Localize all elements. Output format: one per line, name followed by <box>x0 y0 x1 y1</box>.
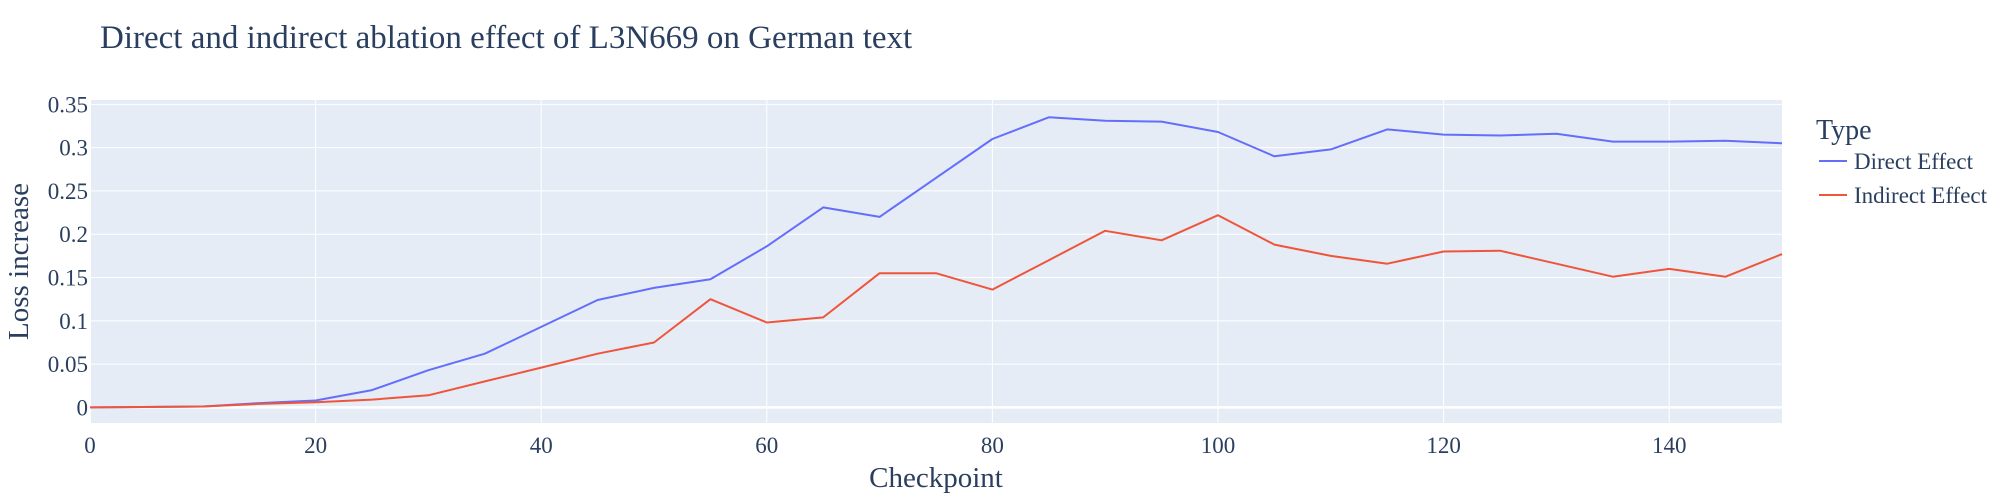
y-tick-label: 0.2 <box>59 222 88 247</box>
x-tick-label: 80 <box>981 433 1004 458</box>
y-axis-title: Loss increase <box>3 183 35 340</box>
x-tick-label: 140 <box>1652 433 1687 458</box>
grid-lines <box>89 100 1782 423</box>
x-axis-title: Checkpoint <box>869 462 1003 494</box>
y-tick-label: 0.1 <box>59 309 88 334</box>
x-tick-label: 60 <box>755 433 778 458</box>
y-tick-label: 0.25 <box>48 179 88 204</box>
chart-title: Direct and indirect ablation effect of L… <box>100 20 912 56</box>
plot-background <box>90 100 1782 423</box>
x-tick-label: 100 <box>1201 433 1236 458</box>
y-axis-ticks: 0 0.05 0.1 0.15 0.2 0.25 0.3 0.35 <box>48 92 88 420</box>
legend-items: Direct Effect Indirect Effect <box>1819 149 1988 208</box>
legend-label: Direct Effect <box>1854 149 1974 174</box>
x-tick-label: 0 <box>84 433 96 458</box>
series-lines <box>89 116 1783 409</box>
legend: Type Direct Effect Indirect Effect <box>1816 115 1988 208</box>
legend-label: Indirect Effect <box>1854 183 1988 208</box>
series-line-direct-effect <box>89 116 1783 409</box>
series-line-indirect-effect <box>89 214 1783 409</box>
x-axis-ticks: 0 20 40 60 80 100 120 140 <box>84 433 1686 458</box>
y-tick-label: 0.3 <box>59 136 88 161</box>
x-tick-label: 120 <box>1426 433 1461 458</box>
y-tick-label: 0.35 <box>48 92 88 117</box>
y-tick-label: 0.15 <box>48 266 88 291</box>
y-tick-label: 0 <box>77 395 89 420</box>
x-tick-label: 40 <box>530 433 553 458</box>
legend-title: Type <box>1816 115 1872 146</box>
y-tick-label: 0.05 <box>48 352 88 377</box>
x-tick-label: 20 <box>304 433 327 458</box>
